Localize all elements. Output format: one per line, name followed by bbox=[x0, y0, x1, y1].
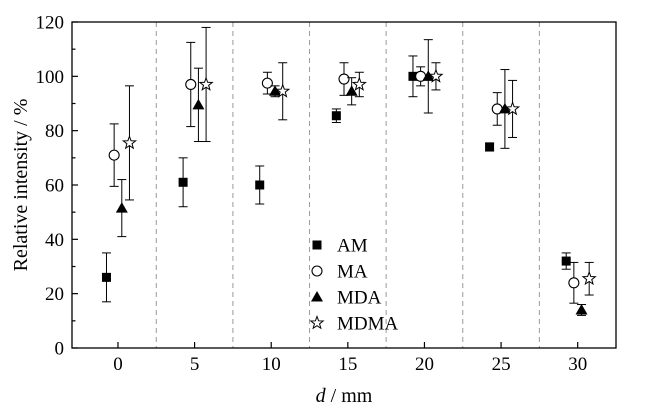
legend-label-mdma: MDMA bbox=[337, 314, 399, 335]
data-point-am bbox=[101, 272, 111, 282]
series-mdma bbox=[121, 26, 597, 296]
data-point-mda bbox=[422, 70, 435, 81]
data-point-ma bbox=[185, 78, 197, 91]
y-tick-label: 0 bbox=[55, 339, 65, 360]
y-tick-label: 40 bbox=[45, 230, 64, 251]
data-point-am bbox=[331, 111, 341, 121]
x-tick-label: 25 bbox=[492, 354, 511, 375]
y-tick-label: 60 bbox=[45, 176, 64, 197]
data-point-mda bbox=[269, 85, 282, 96]
legend-marker-mdma bbox=[309, 315, 325, 330]
data-point-am bbox=[561, 256, 571, 266]
data-point-ma bbox=[338, 73, 350, 85]
legend-marker-ma bbox=[311, 265, 323, 277]
legend-label-mda: MDA bbox=[337, 288, 382, 309]
x-axis-title-unit: / mm bbox=[326, 385, 373, 407]
data-point-mdma bbox=[275, 83, 291, 98]
legend-label-am: AM bbox=[337, 236, 368, 257]
series-am bbox=[101, 55, 571, 303]
data-point-mdma bbox=[121, 134, 138, 150]
data-point-mdma bbox=[581, 270, 597, 286]
x-tick-label: 10 bbox=[262, 354, 281, 375]
data-point-mda bbox=[192, 98, 205, 110]
data-point-am bbox=[408, 71, 418, 81]
x-axis-title-variable: d bbox=[316, 385, 327, 407]
data-point-mda bbox=[345, 85, 358, 96]
data-point-ma bbox=[108, 149, 120, 161]
data-point-mdma bbox=[505, 100, 521, 116]
data-point-mdma bbox=[428, 68, 444, 83]
y-tick-label: 100 bbox=[36, 67, 65, 88]
data-point-mdma bbox=[351, 76, 367, 91]
data-point-mda bbox=[575, 303, 588, 315]
data-point-mda bbox=[498, 102, 511, 114]
data-point-ma bbox=[261, 77, 273, 89]
legend-label-ma: MA bbox=[337, 262, 368, 283]
x-tick-label: 20 bbox=[415, 354, 434, 375]
data-point-mda bbox=[115, 202, 128, 213]
data-point-ma bbox=[568, 277, 580, 289]
y-tick-label: 120 bbox=[36, 13, 65, 34]
x-tick-label: 30 bbox=[568, 354, 587, 375]
y-tick-label: 20 bbox=[45, 284, 64, 305]
legend-marker-mda bbox=[311, 291, 323, 302]
series-mda bbox=[115, 39, 588, 316]
data-point-mdma bbox=[198, 76, 214, 91]
x-tick-label: 0 bbox=[113, 354, 123, 375]
axes-layer: 0 5 10 15 20 25 30 0 20 40 60 80 100 120 bbox=[36, 13, 588, 376]
data-point-am bbox=[255, 180, 265, 190]
x-axis-title: d / mm bbox=[316, 385, 373, 407]
legend-marker-am bbox=[312, 240, 322, 250]
group-separator-layer bbox=[155, 22, 540, 348]
y-axis-title: Relative intensity / % bbox=[10, 99, 32, 272]
series-ma bbox=[108, 41, 580, 304]
x-tick-label: 5 bbox=[190, 354, 200, 375]
data-series-layer bbox=[101, 26, 597, 316]
y-tick-label: 80 bbox=[45, 121, 64, 142]
data-point-am bbox=[485, 142, 495, 152]
x-tick-label: 15 bbox=[338, 354, 357, 375]
data-point-am bbox=[178, 177, 188, 187]
legend: AM MA MDA MDMA bbox=[309, 236, 399, 335]
